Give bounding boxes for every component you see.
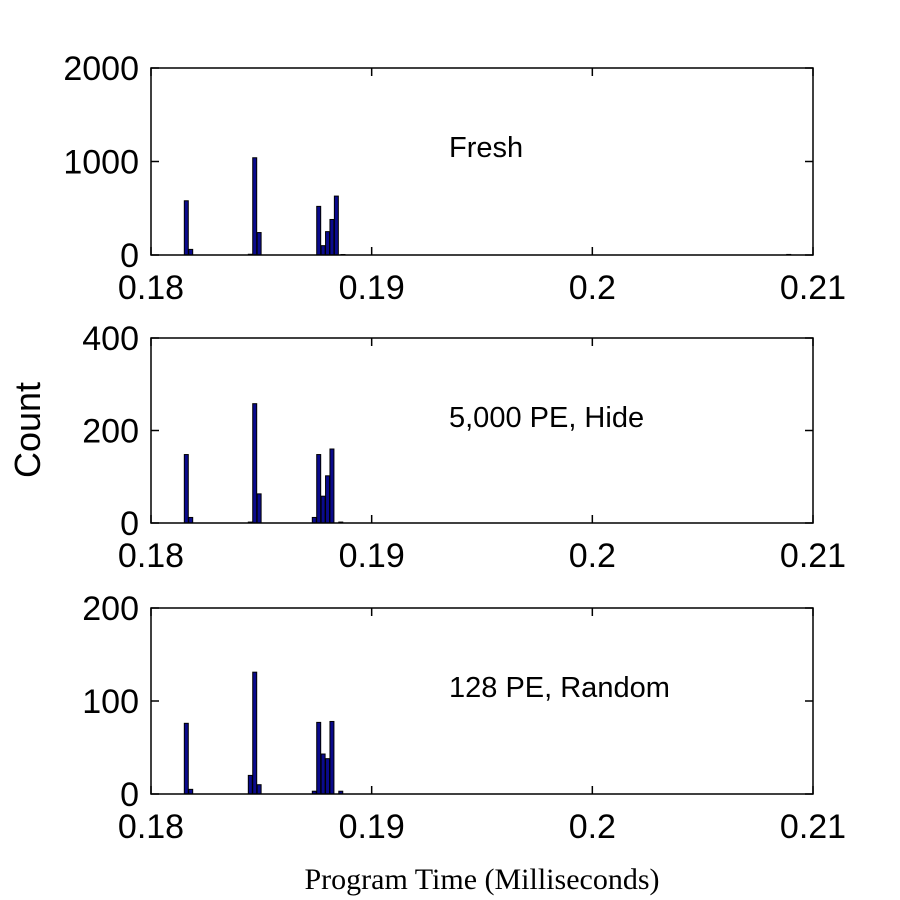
y-tick-label: 200 (82, 590, 139, 628)
histogram-bar (256, 493, 262, 524)
histogram-bar (316, 205, 322, 256)
histogram-bar (188, 516, 194, 524)
histogram-bar (329, 448, 335, 524)
histogram-bar (320, 495, 326, 524)
histogram-bar (325, 758, 331, 795)
x-tick-label: 0.2 (569, 537, 616, 575)
histogram-bar (329, 720, 335, 795)
y-tick-label: 100 (82, 683, 139, 721)
x-tick-label: 0.21 (780, 269, 846, 307)
y-tick-label: 0 (120, 776, 139, 814)
histogram-bar (252, 157, 258, 256)
panel-annotation: Fresh (449, 132, 523, 164)
x-tick-label: 0.19 (339, 269, 405, 307)
y-tick-label: 0 (120, 505, 139, 543)
y-tick-label: 400 (82, 320, 139, 358)
histogram-bar (320, 753, 326, 795)
histogram-bar (183, 200, 189, 256)
histogram-bar (252, 403, 258, 524)
x-tick-label: 0.21 (780, 537, 846, 575)
histogram-bar (333, 195, 339, 256)
y-tick-label: 1000 (63, 144, 139, 182)
histogram-bar (316, 454, 322, 524)
x-tick-label: 0.19 (339, 808, 405, 846)
histogram-bar (256, 784, 262, 795)
histogram-bar (252, 671, 258, 795)
histogram-bar (316, 721, 322, 795)
y-tick-label: 200 (82, 413, 139, 451)
x-tick-label: 0.2 (569, 269, 616, 307)
y-tick-label: 2000 (63, 50, 139, 88)
histogram-bar (311, 516, 317, 524)
y-tick-label: 0 (120, 237, 139, 275)
panel-annotation: 5,000 PE, Hide (449, 402, 644, 434)
histogram-bar (325, 475, 331, 524)
y-axis-label: Count (7, 382, 48, 478)
panel-annotation: 128 PE, Random (449, 672, 670, 704)
x-tick-label: 0.2 (569, 808, 616, 846)
histogram-bar (329, 218, 335, 256)
histogram-bar (247, 774, 253, 795)
histogram-bar (188, 248, 194, 256)
x-tick-label: 0.19 (339, 537, 405, 575)
x-tick-label: 0.18 (118, 537, 184, 575)
histogram-bar (320, 245, 326, 256)
histogram-bar (325, 231, 331, 256)
histogram-bar (256, 232, 262, 256)
histogram-bar (183, 454, 189, 524)
x-tick-label: 0.18 (118, 269, 184, 307)
x-axis-label: Program Time (Milliseconds) (304, 863, 659, 896)
histogram-bar (183, 722, 189, 795)
x-tick-label: 0.18 (118, 808, 184, 846)
x-tick-label: 0.21 (780, 808, 846, 846)
